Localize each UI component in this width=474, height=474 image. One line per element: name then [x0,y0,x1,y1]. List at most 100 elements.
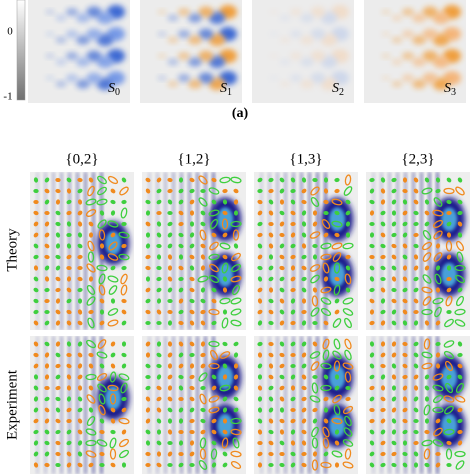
polarization-ellipse [33,451,39,457]
polarization-ellipse [145,210,151,216]
polarization-ellipse [88,407,94,413]
polarization-ellipse [167,363,173,369]
polarization-ellipse [178,199,184,205]
intensity-lobe [381,53,391,59]
polarization-ellipse [86,285,96,295]
polarization-ellipse [323,188,329,194]
fringe [428,172,431,330]
fringe [148,336,151,474]
polarization-ellipse [312,221,318,227]
polarization-ellipse [290,287,296,293]
polarization-ellipse [268,341,274,347]
intensity-lobe [289,74,303,82]
polarization-ellipse [257,177,263,183]
polarization-ellipse [200,265,206,271]
polarization-ellipse [208,209,220,217]
polarization-ellipse [435,243,441,249]
polarization-ellipse [369,429,375,435]
polarization-ellipse [145,341,151,347]
fringe [76,172,79,330]
polarization-ellipse [211,374,217,380]
polarization-ellipse [457,418,463,424]
polarization-ellipse [290,210,296,216]
polarization-ellipse [107,308,119,316]
polarization-panel [30,336,134,474]
polarization-ellipse [222,232,228,238]
polarization-ellipse [66,396,72,402]
polarization-ellipse [55,276,61,282]
polarization-ellipse [312,287,318,293]
polarization-ellipse [211,199,217,205]
intensity-lobe [188,57,202,67]
polarization-ellipse [178,451,184,457]
polarization-ellipse [279,418,285,424]
polarization-ellipse [380,363,386,369]
polarization-ellipse [33,243,39,249]
polarization-ellipse [44,276,50,282]
polarization-ellipse [198,197,208,207]
polarization-ellipse [66,440,72,446]
polarization-ellipse [457,374,463,380]
polarization-ellipse [145,374,151,380]
polarization-ellipse [322,349,330,361]
polarization-ellipse [309,351,321,359]
polarization-ellipse [391,374,397,380]
polarization-ellipse [332,350,342,360]
polarization-ellipse [77,199,83,205]
polarization-ellipse [323,396,329,402]
intensity-lobe [198,6,214,18]
polarization-ellipse [369,243,375,249]
polarization-ellipse [391,352,397,358]
intensity-lobe [401,8,415,16]
polarization-ellipse [380,374,386,380]
polarization-ellipse [257,221,263,227]
polarization-ellipse [344,174,352,186]
polarization-ellipse [33,407,39,413]
polarization-ellipse [167,199,173,205]
polarization-ellipse [230,308,242,316]
polarization-ellipse [199,448,207,460]
polarization-ellipse [110,418,116,424]
polarization-ellipse [435,352,441,358]
polarization-ellipse [208,253,220,261]
fringe [420,336,423,474]
polarization-ellipse [167,188,173,194]
intensity-lobe [269,53,279,59]
polarization-ellipse [55,298,61,304]
polarization-ellipse [44,320,50,326]
polarization-ellipse [435,462,441,468]
polarization-ellipse [312,451,318,457]
polarization-ellipse [457,363,463,369]
polarization-ellipse [66,407,72,413]
polarization-ellipse [208,406,220,414]
polarization-ellipse [88,363,94,369]
polarization-ellipse [369,276,375,282]
polarization-ellipse [343,186,353,196]
polarization-ellipse [145,320,151,326]
polarization-ellipse [97,383,107,393]
polarization-ellipse [457,177,463,183]
polarization-ellipse [109,448,117,460]
polarization-ellipse [66,265,72,271]
polarization-ellipse [413,385,419,391]
polarization-ellipse [96,198,108,206]
intensity-lobe [76,79,90,89]
intensity-lobe [422,28,438,40]
fringe [76,336,79,474]
polarization-ellipse [44,232,50,238]
polarization-ellipse [189,276,195,282]
stokes-index: 0 [115,87,120,98]
polarization-ellipse [110,298,116,304]
polarization-ellipse [301,462,307,468]
panel-label: (a) [232,106,249,121]
polarization-ellipse [110,199,116,205]
polarization-ellipse [99,254,105,260]
polarization-ellipse [55,320,61,326]
polarization-ellipse [86,394,96,404]
polarization-ellipse [178,320,184,326]
fringe [44,336,47,474]
polarization-ellipse [402,199,408,205]
polarization-ellipse [189,265,195,271]
polarization-ellipse [200,221,206,227]
polarization-ellipse [446,177,452,183]
